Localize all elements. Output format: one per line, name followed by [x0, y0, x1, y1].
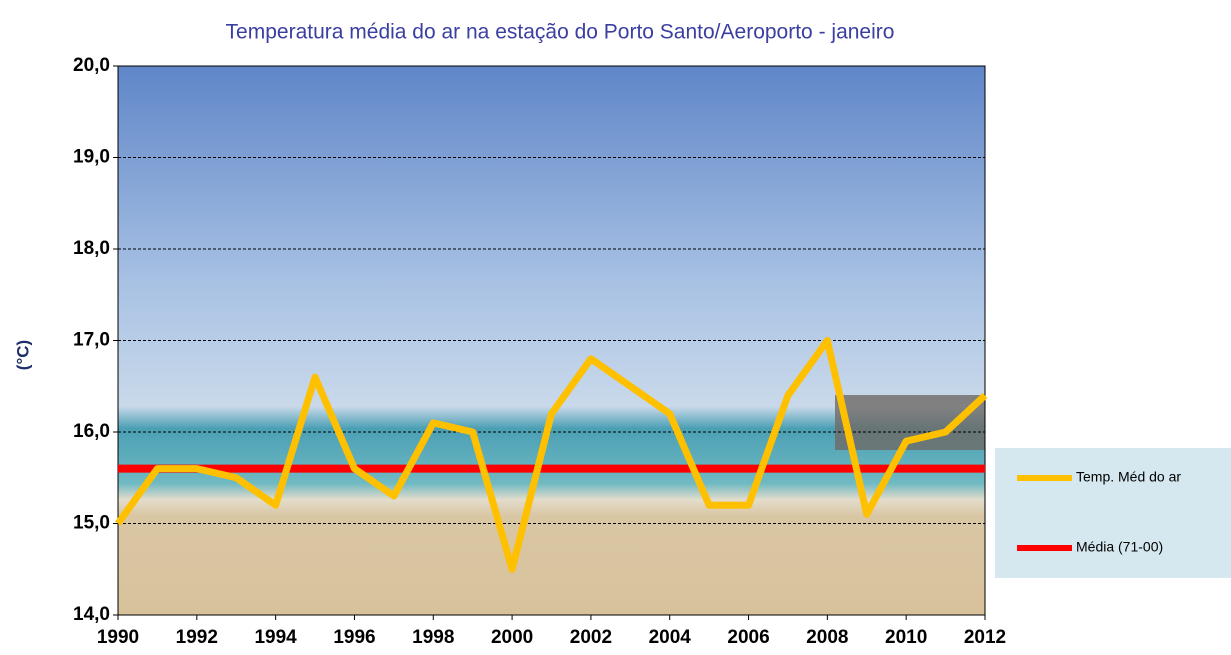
legend-label: Temp. Méd do ar	[1076, 469, 1181, 485]
x-tick-label: 1994	[254, 627, 297, 648]
x-tick-label: 2012	[964, 627, 1006, 648]
x-tick-label: 2008	[806, 627, 848, 648]
y-tick-label: 20,0	[73, 55, 110, 76]
x-tick-label: 2010	[885, 627, 927, 648]
plot-frame	[117, 65, 986, 616]
y-tick-label: 17,0	[73, 330, 110, 351]
y-tick-label: 19,0	[73, 147, 110, 168]
x-tick-label: 1998	[412, 627, 454, 648]
y-axis-label: (°C)	[13, 340, 32, 370]
x-tick-label: 1996	[333, 627, 375, 648]
x-tick-label: 1992	[176, 627, 218, 648]
legend-box	[995, 448, 1231, 578]
x-tick-label: 2004	[649, 627, 692, 648]
x-tick-label: 2002	[570, 627, 612, 648]
y-tick-label: 14,0	[73, 604, 110, 625]
y-tick-label: 16,0	[73, 421, 110, 442]
x-tick-label: 2000	[491, 627, 533, 648]
y-tick-label: 15,0	[73, 513, 110, 534]
y-tick-label: 18,0	[73, 238, 110, 259]
x-tick-label: 1990	[97, 627, 139, 648]
series-line	[115, 337, 988, 573]
x-tick-label: 2006	[727, 627, 769, 648]
chart-title: Temperatura média do ar na estação do Po…	[226, 21, 895, 44]
legend-label: Média (71-00)	[1076, 539, 1163, 555]
